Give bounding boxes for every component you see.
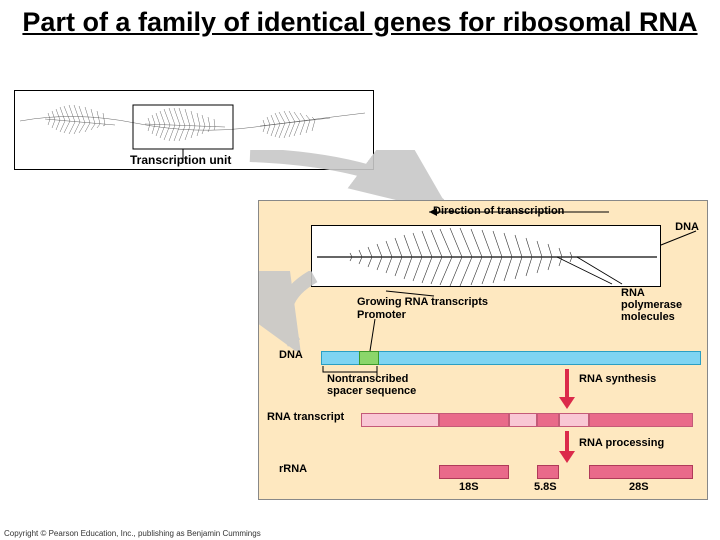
rna-transcript-segment — [509, 413, 537, 427]
rna-processing-label: RNA processing — [579, 437, 664, 449]
label-18s: 18S — [459, 481, 479, 493]
page-title: Part of a family of identical genes for … — [0, 6, 720, 38]
transcription-unit-zoom — [311, 225, 661, 287]
nts-label: Nontranscribed spacer sequence — [327, 373, 437, 397]
rna-processing-arrow — [555, 429, 579, 465]
diagram-panel: Direction of transcription DNA Growing R… — [258, 200, 708, 500]
rna-synthesis-arrow — [555, 367, 579, 411]
label-28s: 28S — [629, 481, 649, 493]
rna-transcript-segment — [361, 413, 439, 427]
rrna-segment — [439, 465, 509, 479]
direction-arrow-icon — [419, 205, 619, 219]
rna-transcript-segment — [589, 413, 693, 427]
copyright-text: Copyright © Pearson Education, Inc., pub… — [4, 529, 261, 538]
zoom-arrow-2 — [259, 271, 339, 351]
rna-transcript-segment — [439, 413, 509, 427]
rna-polymerase-label: RNA polymerase molecules — [621, 287, 701, 323]
promoter-pointer — [367, 319, 383, 353]
tu-zoom-svg — [312, 226, 662, 288]
title-container: Part of a family of identical genes for … — [0, 0, 720, 48]
rna-transcript-segment — [559, 413, 589, 427]
growing-pointer — [384, 289, 444, 303]
rna-transcript-label: RNA transcript — [267, 411, 344, 423]
dna-bar-label: DNA — [279, 349, 303, 361]
rrna-segment — [537, 465, 559, 479]
promoter-segment — [359, 351, 379, 365]
rrna-segment — [589, 465, 693, 479]
label-5-8s: 5.8S — [534, 481, 557, 493]
rna-transcript-segment — [537, 413, 559, 427]
rrna-label: rRNA — [279, 463, 307, 475]
rna-synthesis-label: RNA synthesis — [579, 373, 656, 385]
